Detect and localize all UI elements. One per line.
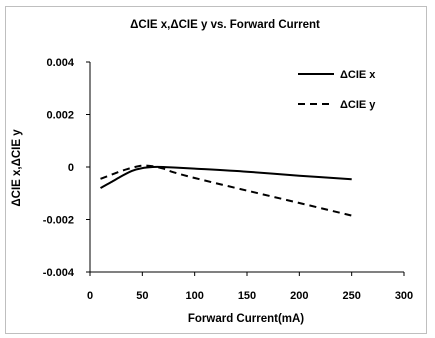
x-tick-label: 250 bbox=[342, 290, 360, 302]
x-axis-label: Forward Current(mA) bbox=[188, 313, 304, 325]
y-tick-label: -0.004 bbox=[43, 267, 75, 279]
chart-series bbox=[99, 164, 352, 217]
x-tick-label: 50 bbox=[136, 290, 148, 302]
y-tick-label: -0.002 bbox=[43, 215, 74, 227]
chart-frame bbox=[5, 6, 427, 334]
legend-label-delta-cie-y: ΔCIE y bbox=[340, 99, 376, 111]
y-tick-label: 0.004 bbox=[46, 57, 74, 69]
y-tick-label: 0.002 bbox=[46, 110, 74, 122]
x-tick-label: 0 bbox=[87, 290, 93, 302]
chart-title: ΔCIE x,ΔCIE y vs. Forward Current bbox=[130, 19, 320, 31]
series-line-delta-cie-y bbox=[100, 164, 352, 217]
series-line-delta-cie-x bbox=[99, 165, 352, 189]
chart-ticks: 0 50 100 150 200 250 300 0.004 0.002 0 -0.002 -0.00… bbox=[43, 57, 413, 302]
y-axis-label: ΔCIE x,ΔCIE y bbox=[11, 129, 23, 207]
x-tick-label: 300 bbox=[395, 290, 413, 302]
x-tick-label: 200 bbox=[290, 290, 308, 302]
chart-legend: ΔCIE x ΔCIE y bbox=[298, 69, 376, 111]
y-tick-label: 0 bbox=[68, 162, 74, 174]
x-tick-label: 150 bbox=[238, 290, 256, 302]
legend-label-delta-cie-x: ΔCIE x bbox=[340, 69, 376, 81]
x-tick-label: 100 bbox=[185, 290, 203, 302]
